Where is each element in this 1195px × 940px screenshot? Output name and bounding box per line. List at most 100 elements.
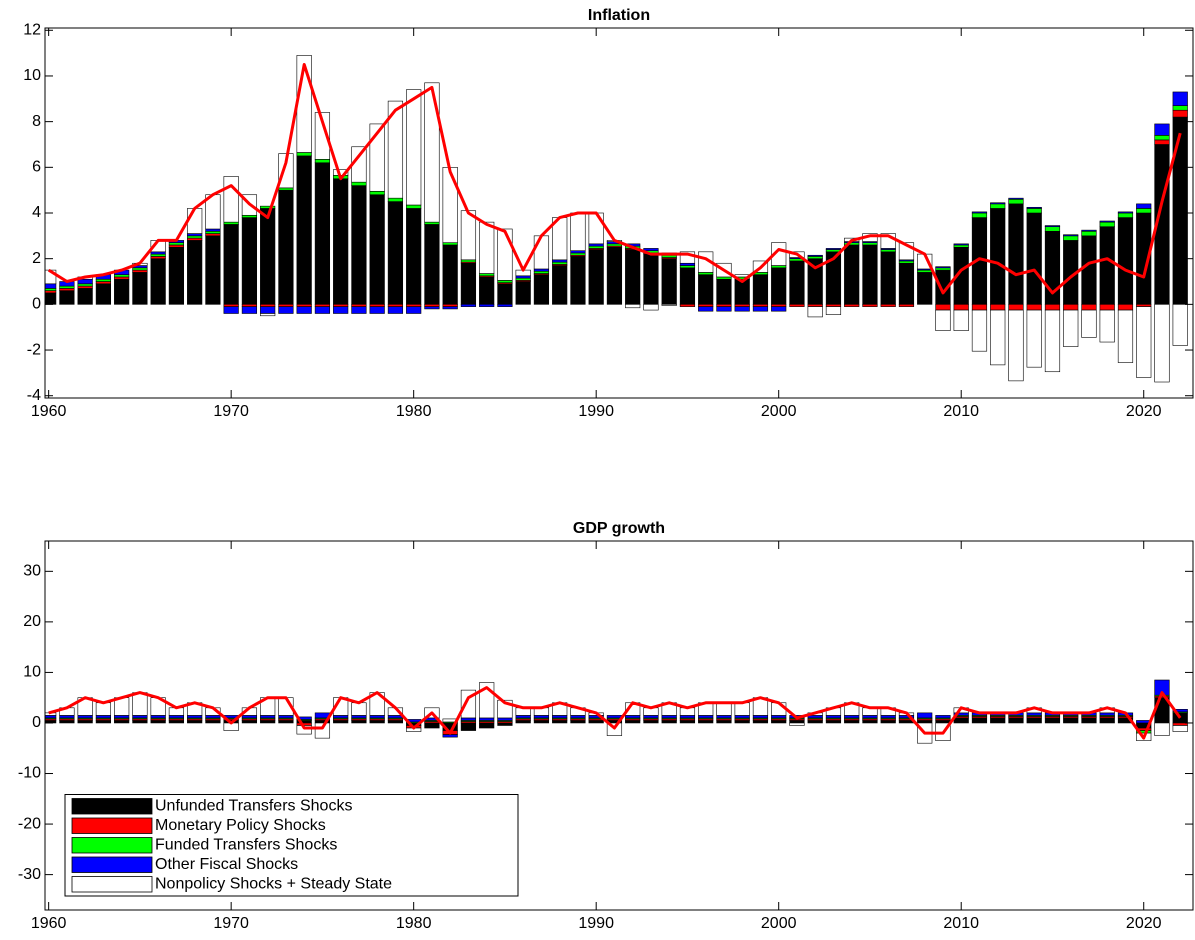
line xyxy=(48,686,1182,740)
bar xyxy=(1063,717,1079,724)
legend-label: Other Fiscal Shocks xyxy=(155,856,298,873)
bar xyxy=(917,712,933,719)
bar xyxy=(898,262,915,305)
bar xyxy=(679,262,696,266)
bar xyxy=(1099,226,1115,305)
bar xyxy=(132,715,148,719)
bar xyxy=(679,265,696,269)
legend-label: Unfunded Transfers Shocks xyxy=(155,797,352,814)
legend-label: Monetary Policy Shocks xyxy=(155,817,326,834)
x-tick-label: 1970 xyxy=(213,403,249,420)
bar xyxy=(77,715,93,719)
bar xyxy=(935,309,951,331)
bar xyxy=(187,233,203,237)
bar xyxy=(132,720,148,724)
bar xyxy=(533,270,550,274)
bar xyxy=(953,243,969,246)
bar xyxy=(1136,203,1152,209)
legend-swatch xyxy=(71,856,153,873)
bar xyxy=(442,167,458,243)
bar xyxy=(990,309,1006,366)
bar xyxy=(187,235,203,239)
bar xyxy=(588,243,604,247)
bar xyxy=(1063,304,1079,311)
bar xyxy=(971,717,988,724)
chart-title: Inflation xyxy=(588,7,650,24)
bar xyxy=(698,304,714,307)
bar xyxy=(734,715,750,719)
bar xyxy=(606,715,623,719)
plot-area xyxy=(45,679,1188,744)
bar xyxy=(387,197,404,202)
bar xyxy=(515,720,531,724)
bar xyxy=(387,201,404,305)
bar xyxy=(898,720,915,724)
bar xyxy=(716,276,732,280)
bar xyxy=(59,288,75,291)
x-tick-label: 1970 xyxy=(213,915,249,932)
bar xyxy=(1081,309,1097,338)
bar xyxy=(570,256,586,305)
bar xyxy=(917,269,933,273)
bar xyxy=(844,304,860,307)
bar xyxy=(606,246,623,305)
bar xyxy=(807,720,823,724)
bar xyxy=(369,194,385,305)
bar xyxy=(570,715,586,719)
legend-swatch xyxy=(71,798,153,815)
bar xyxy=(296,306,312,314)
bar xyxy=(45,290,57,294)
legend: Unfunded Transfers Shocks Monetary Policy… xyxy=(64,794,519,897)
bar xyxy=(953,309,969,331)
bar xyxy=(679,304,696,307)
bar xyxy=(77,278,93,285)
bar xyxy=(314,306,331,314)
bar xyxy=(314,112,331,160)
bar xyxy=(442,306,458,310)
bar xyxy=(1008,304,1024,311)
bar xyxy=(223,224,239,305)
bar xyxy=(168,242,185,246)
bar xyxy=(771,242,787,266)
bar xyxy=(716,278,732,305)
bar xyxy=(789,722,805,726)
bar xyxy=(59,285,75,289)
bar xyxy=(552,265,568,305)
bar xyxy=(771,715,787,719)
y-tick-label: -2 xyxy=(27,341,41,358)
bar xyxy=(424,82,440,223)
bar xyxy=(533,715,550,719)
bar xyxy=(1008,203,1024,305)
bar xyxy=(844,720,860,724)
bar xyxy=(95,281,112,285)
bar xyxy=(734,306,750,312)
bar xyxy=(369,715,385,719)
bar xyxy=(95,702,112,716)
plot-area xyxy=(45,55,1188,383)
bar xyxy=(1172,709,1188,713)
bar xyxy=(314,159,331,164)
bar xyxy=(953,244,969,248)
bar xyxy=(460,262,477,305)
bar xyxy=(625,249,641,305)
bar xyxy=(1026,717,1042,724)
bar xyxy=(387,306,404,314)
bar xyxy=(387,715,404,719)
x-tick-label: 1960 xyxy=(31,403,67,420)
bar xyxy=(971,211,988,214)
bar xyxy=(150,258,166,305)
bar xyxy=(387,720,404,724)
bar xyxy=(1099,309,1115,343)
bar xyxy=(260,313,276,317)
bar xyxy=(95,715,112,719)
x-tick-label: 2020 xyxy=(1126,403,1162,420)
y-tick-label: 10 xyxy=(23,67,41,84)
bar xyxy=(643,720,659,724)
bar xyxy=(77,288,93,305)
bar xyxy=(45,269,57,285)
bar xyxy=(1117,304,1134,311)
bar xyxy=(479,221,495,274)
bar xyxy=(1172,105,1188,111)
bar xyxy=(552,715,568,719)
bar xyxy=(917,720,933,724)
